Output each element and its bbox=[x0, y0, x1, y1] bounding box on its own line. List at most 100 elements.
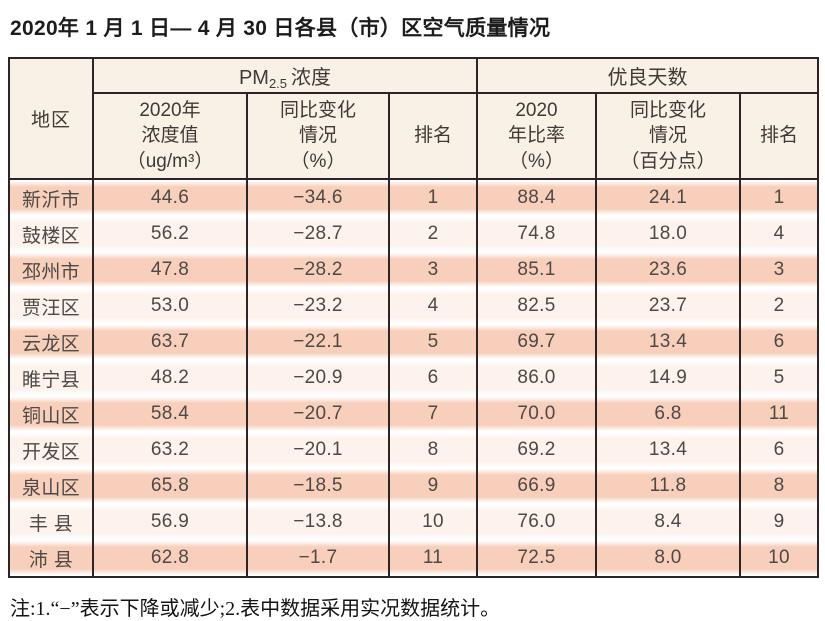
good-rank-cell: 5 bbox=[738, 360, 820, 396]
pm25-label-prefix: PM bbox=[238, 66, 269, 89]
good-rank-cell: 3 bbox=[738, 252, 820, 288]
air-quality-table: 地区 PM2.5 浓度 优良天数 2020年 浓度值 （ug/m³） 同比变化 情… bbox=[8, 57, 820, 578]
region-cell: 云龙区 bbox=[8, 324, 94, 360]
pm25-label-rest: 浓度 bbox=[291, 66, 332, 89]
good-rate-cell: 74.8 bbox=[476, 216, 597, 252]
table-row: 新沂市 44.6 −34.6 1 88.4 24.1 1 bbox=[8, 179, 820, 216]
region-cell: 睢宁县 bbox=[8, 360, 94, 396]
good-rank-cell: 8 bbox=[738, 468, 820, 504]
pm-change-cell: −28.2 bbox=[246, 252, 390, 288]
good-rate-cell: 69.2 bbox=[476, 432, 597, 468]
pm-change-cell: −20.1 bbox=[246, 432, 390, 468]
table-row: 鼓楼区 56.2 −28.7 2 74.8 18.0 4 bbox=[8, 216, 820, 252]
region-cell: 沛 县 bbox=[8, 540, 94, 577]
pm-change-cell: −1.7 bbox=[246, 540, 390, 577]
column-header-pm-rank: 排名 bbox=[388, 92, 478, 180]
footnote: 注:1.“−”表示下降或减少;2.表中数据采用实况数据统计。 bbox=[10, 598, 501, 620]
table-row: 贾汪区 53.0 −23.2 4 82.5 23.7 2 bbox=[8, 288, 820, 324]
pm-value-cell: 56.9 bbox=[92, 504, 248, 540]
pm-change-cell: −23.2 bbox=[246, 288, 390, 324]
pm-rank-cell: 11 bbox=[388, 540, 478, 577]
good-rate-cell: 70.0 bbox=[476, 396, 597, 432]
region-cell: 泉山区 bbox=[8, 468, 94, 504]
pm-value-cell: 56.2 bbox=[92, 216, 248, 252]
region-cell: 鼓楼区 bbox=[8, 216, 94, 252]
pm-value-cell: 48.2 bbox=[92, 360, 248, 396]
column-header-pm-change: 同比变化 情况 （%） bbox=[246, 92, 390, 180]
region-cell: 新沂市 bbox=[8, 179, 94, 216]
table-row: 铜山区 58.4 −20.7 7 70.0 6.8 11 bbox=[8, 396, 820, 432]
pm-change-cell: −20.7 bbox=[246, 396, 390, 432]
good-change-cell: 8.0 bbox=[595, 540, 741, 577]
region-cell: 开发区 bbox=[8, 432, 94, 468]
column-header-good-change: 同比变化 情况 （百分点） bbox=[595, 92, 741, 180]
good-rank-cell: 6 bbox=[738, 324, 820, 360]
pm-rank-cell: 4 bbox=[388, 288, 478, 324]
pm-rank-cell: 9 bbox=[388, 468, 478, 504]
table-row: 云龙区 63.7 −22.1 5 69.7 13.4 6 bbox=[8, 324, 820, 360]
pm-rank-cell: 2 bbox=[388, 216, 478, 252]
column-header-region: 地区 bbox=[8, 57, 94, 180]
pm-change-cell: −20.9 bbox=[246, 360, 390, 396]
pm-change-cell: −13.8 bbox=[246, 504, 390, 540]
good-rank-cell: 4 bbox=[738, 216, 820, 252]
pm-rank-cell: 7 bbox=[388, 396, 478, 432]
table-row: 邳州市 47.8 −28.2 3 85.1 23.6 3 bbox=[8, 252, 820, 288]
column-header-good-rate: 2020 年比率 （%） bbox=[476, 92, 597, 180]
pm-rank-cell: 6 bbox=[388, 360, 478, 396]
column-group-pm25: PM2.5 浓度 bbox=[92, 57, 478, 94]
region-cell: 铜山区 bbox=[8, 396, 94, 432]
good-rate-cell: 72.5 bbox=[476, 540, 597, 577]
good-change-cell: 8.4 bbox=[595, 504, 741, 540]
good-change-cell: 24.1 bbox=[595, 179, 741, 216]
table-row: 开发区 63.2 −20.1 8 69.2 13.4 6 bbox=[8, 432, 820, 468]
good-change-cell: 11.8 bbox=[595, 468, 741, 504]
table-row: 沛 县 62.8 −1.7 11 72.5 8.0 10 bbox=[8, 540, 820, 577]
region-cell: 丰 县 bbox=[8, 504, 94, 540]
pm-value-cell: 63.7 bbox=[92, 324, 248, 360]
pm-value-cell: 65.8 bbox=[92, 468, 248, 504]
good-rank-cell: 10 bbox=[738, 540, 820, 577]
good-change-cell: 13.4 bbox=[595, 432, 741, 468]
good-change-cell: 23.7 bbox=[595, 288, 741, 324]
table-row: 睢宁县 48.2 −20.9 6 86.0 14.9 5 bbox=[8, 360, 820, 396]
pm-change-cell: −28.7 bbox=[246, 216, 390, 252]
group-header-row: 地区 PM2.5 浓度 优良天数 bbox=[8, 57, 820, 180]
page-title: 2020年 1 月 1 日— 4 月 30 日各县（市）区空气质量情况 bbox=[10, 17, 551, 40]
good-change-cell: 23.6 bbox=[595, 252, 741, 288]
pm-rank-cell: 8 bbox=[388, 432, 478, 468]
pm-value-cell: 44.6 bbox=[92, 179, 248, 216]
good-rank-cell: 6 bbox=[738, 432, 820, 468]
good-change-cell: 6.8 bbox=[595, 396, 741, 432]
table-row: 丰 县 56.9 −13.8 10 76.0 8.4 9 bbox=[8, 504, 820, 540]
pm-change-cell: −22.1 bbox=[246, 324, 390, 360]
pm-rank-cell: 10 bbox=[388, 504, 478, 540]
good-rank-cell: 2 bbox=[738, 288, 820, 324]
pm-change-cell: −18.5 bbox=[246, 468, 390, 504]
pm-value-cell: 63.2 bbox=[92, 432, 248, 468]
column-header-good-rank: 排名 bbox=[738, 92, 820, 180]
pm-rank-cell: 3 bbox=[388, 252, 478, 288]
column-header-pm-value: 2020年 浓度值 （ug/m³） bbox=[92, 92, 248, 180]
good-rank-cell: 1 bbox=[738, 179, 820, 216]
good-rate-cell: 86.0 bbox=[476, 360, 597, 396]
good-change-cell: 18.0 bbox=[595, 216, 741, 252]
region-cell: 邳州市 bbox=[8, 252, 94, 288]
pm-value-cell: 53.0 bbox=[92, 288, 248, 324]
sub-header-row: 2020年 浓度值 （ug/m³） 同比变化 情况 （%） 排名 2020 年比… bbox=[9, 92, 820, 180]
good-rate-cell: 69.7 bbox=[476, 324, 597, 360]
pm-value-cell: 47.8 bbox=[92, 252, 248, 288]
pm-rank-cell: 5 bbox=[388, 324, 478, 360]
good-change-cell: 14.9 bbox=[595, 360, 741, 396]
good-rate-cell: 85.1 bbox=[476, 252, 597, 288]
good-rate-cell: 76.0 bbox=[476, 504, 597, 540]
pm-change-cell: −34.6 bbox=[246, 179, 390, 216]
pm-rank-cell: 1 bbox=[388, 179, 478, 216]
table-row: 泉山区 65.8 −18.5 9 66.9 11.8 8 bbox=[8, 468, 820, 504]
good-rank-cell: 9 bbox=[738, 504, 820, 540]
column-group-good-days: 优良天数 bbox=[475, 57, 820, 94]
region-cell: 贾汪区 bbox=[8, 288, 94, 324]
good-rate-cell: 88.4 bbox=[476, 179, 597, 216]
good-rate-cell: 66.9 bbox=[476, 468, 597, 504]
pm-value-cell: 62.8 bbox=[92, 540, 248, 577]
